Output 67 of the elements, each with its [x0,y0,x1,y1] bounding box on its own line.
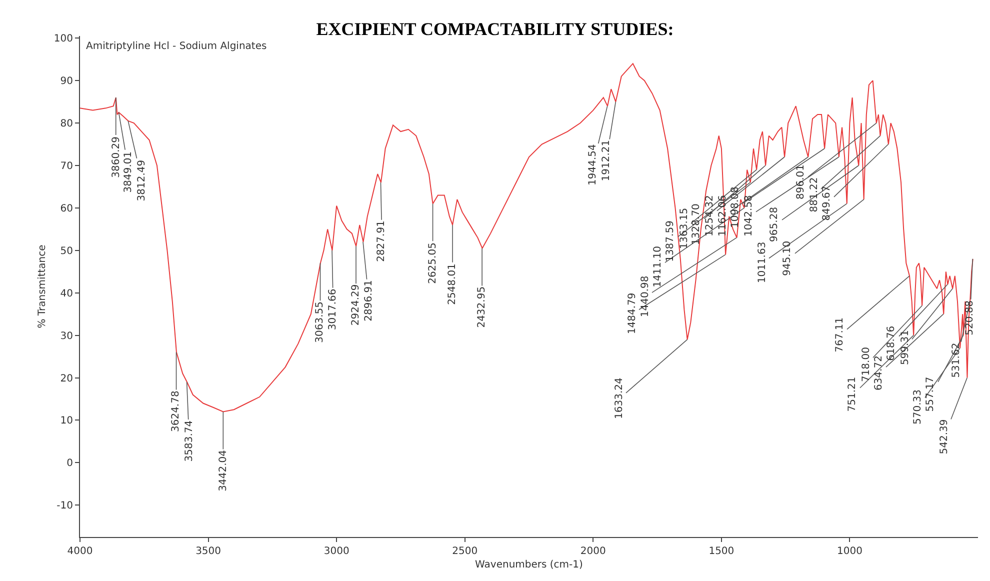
y-tick-label: -10 [56,500,73,512]
annotation: 3860.29 [110,136,122,178]
annotation: 945.10 [782,240,794,276]
annotation: 1411.10 [652,246,664,288]
annotation: 3624.78 [170,390,182,432]
y-tick-label: 80 [60,118,73,130]
annotation: 570.33 [912,390,924,424]
annotation: 1387.59 [665,220,676,262]
annotation: 1633.24 [614,378,625,420]
y-tick-label: 30 [60,330,73,342]
y-tick-label: 60 [60,203,73,214]
annotation: 1944.54 [588,144,598,186]
annotation: Amitriptyline Hcl - Sodium Alginates [86,41,267,52]
x-tick-label: 3500 [196,546,222,557]
annotation: 520.88 [964,300,976,336]
annotation: 1363.15 [678,208,690,250]
annotation: 3812.49 [136,160,148,202]
annotation: 2548.01 [447,264,458,305]
annotation: 3849.01 [122,151,134,193]
annotation: 1042.58 [744,195,755,236]
annotation: 2625.05 [428,242,439,284]
y-axis-title: % Transmittance [36,244,48,328]
y-tick-label: 70 [60,161,73,172]
annotation: 751.21 [847,376,858,412]
annotation: 849.67 [821,186,832,221]
annotation: 1328.70 [691,204,702,245]
x-tick-label: 3000 [324,546,350,557]
annotation: 2827.91 [376,220,388,262]
y-tick-label: 100 [54,34,73,45]
annotation: 1484.79 [626,292,638,334]
annotation: 1011.63 [756,242,768,284]
x-axis-title: Wavenumbers (cm-1) [475,560,584,570]
annotation: 557.17 [925,376,936,412]
y-tick-label: 40 [60,288,73,300]
annotation: 1162.06 [718,195,729,236]
annotation: 1254.32 [704,195,716,236]
x-tick-label: 1500 [708,546,734,557]
y-tick-label: 90 [60,76,73,88]
annotation: 718.00 [860,347,872,382]
annotation: 1098.08 [730,186,742,228]
annotation: 2896.91 [364,280,375,322]
annotation: 3583.74 [184,420,195,462]
annotation: 3063.55 [314,302,326,343]
y-tick-label: 0 [66,458,73,470]
annotation: 2432.95 [476,286,488,328]
annotation: 3442.04 [218,450,229,492]
annotation: 2924.29 [350,284,362,326]
x-tick-label: 1000 [836,546,862,557]
annotation: 896.01 [796,164,807,200]
annotation: 634.72 [873,356,884,391]
x-tick-label: 4000 [67,546,93,557]
x-tick-label: 2500 [452,546,478,557]
x-tick-label: 2000 [580,546,606,557]
annotation: 965.28 [769,206,780,242]
chart-title: EXCIPIENT COMPACTABILITY STUDIES: [316,19,674,40]
annotation: 3017.66 [327,288,338,330]
annotation: 1440.98 [640,276,651,318]
annotation: 542.39 [938,419,950,454]
annotation: 1912.21 [600,140,612,182]
annotation: 767.11 [834,317,846,352]
y-tick-label: 10 [60,416,73,427]
y-tick-label: 20 [60,373,73,384]
y-tick-label: 50 [60,246,73,257]
annotation: 618.76 [886,326,898,361]
annotation: 599.31 [900,330,911,366]
annotation: 531.62 [951,342,962,378]
annotation: 881.22 [808,177,820,212]
